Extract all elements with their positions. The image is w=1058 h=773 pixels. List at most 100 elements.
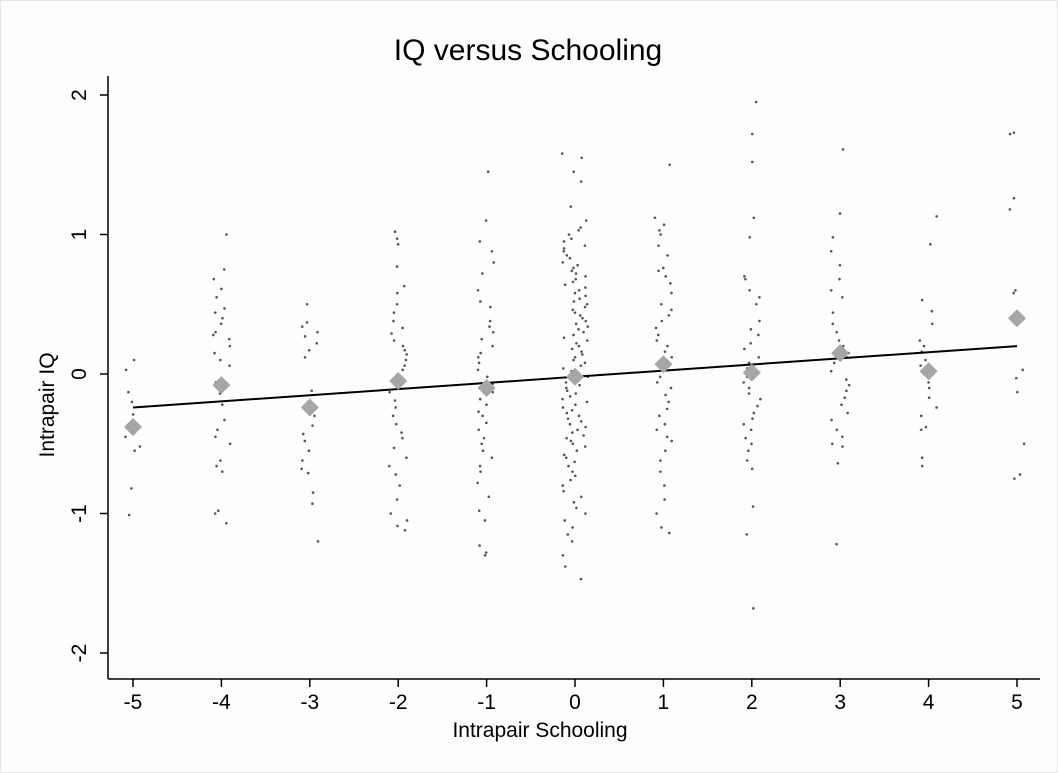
data-point — [127, 390, 130, 394]
data-point — [484, 219, 488, 222]
data-point — [303, 355, 307, 359]
data-point — [1008, 208, 1012, 211]
data-point — [919, 364, 922, 367]
data-point — [832, 361, 836, 365]
data-point — [303, 335, 307, 338]
data-point — [749, 428, 753, 432]
data-point — [392, 319, 395, 323]
data-point — [570, 431, 574, 434]
data-point — [403, 364, 406, 367]
data-point — [578, 314, 582, 317]
data-point — [567, 233, 571, 236]
data-point — [481, 272, 484, 275]
data-point — [477, 410, 480, 413]
data-point — [213, 512, 217, 515]
data-point — [571, 442, 575, 446]
data-point — [670, 439, 674, 443]
data-point — [1014, 376, 1018, 380]
data-point — [829, 289, 833, 292]
data-point — [829, 249, 833, 253]
data-point — [395, 265, 399, 268]
data-point — [130, 400, 134, 404]
x-tick-label: -1 — [477, 691, 496, 714]
data-point — [306, 471, 310, 475]
data-point — [742, 381, 746, 384]
mean-marker — [212, 376, 231, 395]
data-point — [392, 311, 396, 314]
mean-marker — [654, 355, 673, 374]
data-point — [670, 308, 673, 312]
data-point — [846, 411, 849, 415]
data-point — [663, 484, 666, 487]
data-point — [751, 505, 755, 508]
data-point — [749, 342, 753, 345]
data-point — [1012, 196, 1016, 200]
data-point — [1015, 390, 1019, 394]
data-point — [401, 326, 404, 330]
data-point — [305, 321, 309, 324]
data-point — [401, 368, 404, 372]
data-point — [573, 355, 577, 359]
data-point — [316, 330, 319, 334]
data-point — [396, 291, 399, 295]
data-point — [657, 244, 660, 247]
data-point — [845, 378, 848, 381]
data-point — [570, 269, 574, 273]
x-tick-label: 5 — [1011, 691, 1023, 714]
group-means — [124, 309, 1026, 437]
data-point — [573, 311, 577, 314]
data-point — [750, 442, 753, 446]
data-point — [389, 512, 393, 515]
data-point — [583, 305, 587, 309]
data-point — [574, 272, 578, 275]
data-point — [400, 431, 403, 434]
data-point — [660, 526, 663, 529]
data-point — [580, 156, 583, 160]
data-point — [301, 432, 305, 436]
data-point — [485, 403, 488, 406]
data-point — [920, 298, 924, 302]
data-point — [745, 459, 749, 462]
data-point — [579, 180, 583, 183]
data-point — [482, 436, 486, 440]
data-point — [572, 300, 576, 303]
data-point — [388, 390, 391, 394]
data-point — [560, 152, 564, 155]
data-point — [220, 470, 224, 473]
data-point — [565, 386, 568, 390]
data-point — [396, 242, 400, 246]
data-point — [667, 314, 671, 317]
data-point — [579, 495, 583, 499]
data-point — [576, 428, 579, 432]
data-point — [751, 417, 754, 420]
data-point — [749, 328, 753, 331]
data-point — [924, 358, 927, 362]
data-point — [570, 347, 574, 351]
data-point — [404, 358, 408, 362]
data-point — [935, 215, 938, 218]
data-point — [669, 386, 673, 390]
mean-marker — [477, 378, 496, 397]
data-point — [223, 418, 226, 422]
data-point — [562, 336, 566, 340]
data-point — [561, 261, 565, 264]
data-point — [835, 428, 839, 432]
data-point — [392, 339, 396, 342]
data-point — [392, 446, 396, 450]
data-point — [743, 275, 746, 278]
data-point — [477, 361, 481, 365]
data-point — [391, 414, 395, 418]
data-point — [1008, 132, 1012, 136]
data-point — [750, 467, 754, 471]
data-point — [565, 389, 569, 393]
data-point — [402, 284, 406, 288]
y-tick-label: -2 — [68, 644, 91, 663]
data-point — [222, 268, 226, 271]
data-point — [479, 351, 482, 355]
data-point — [579, 364, 583, 367]
data-point — [924, 425, 928, 429]
data-point — [395, 498, 399, 501]
data-point — [300, 325, 304, 328]
data-point — [565, 254, 569, 257]
y-axis-title: Intrapair IQ — [36, 352, 59, 457]
